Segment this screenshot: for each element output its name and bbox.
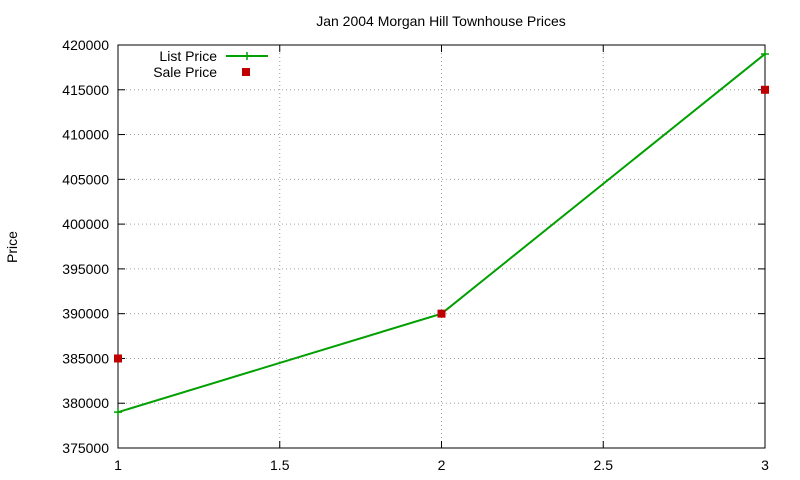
chart-title: Jan 2004 Morgan Hill Townhouse Prices [316, 13, 566, 29]
x-tick-label: 2.5 [594, 457, 614, 473]
y-tick-label: 375000 [62, 440, 109, 456]
data-point-square [761, 85, 769, 94]
y-tick-label: 415000 [62, 82, 109, 98]
y-tick-label: 405000 [62, 171, 109, 187]
plot-frame [117, 44, 766, 449]
y-tick-label: 380000 [62, 395, 109, 411]
data-series [114, 49, 769, 417]
y-tick-label: 395000 [62, 261, 109, 277]
legend-label: Sale Price [153, 64, 217, 80]
y-axis-label: Price [4, 231, 20, 263]
series-sale-price [114, 85, 769, 363]
y-tick-label: 410000 [62, 127, 109, 143]
data-point-square [114, 354, 122, 363]
data-point-plus [114, 408, 122, 417]
tick-labels: 375000 380000 385000 390000 395000 400000 4050… [62, 37, 769, 473]
y-tick-label: 420000 [62, 37, 109, 53]
data-point-plus [761, 49, 769, 58]
y-tick-label: 390000 [62, 306, 109, 322]
legend-label: List Price [159, 48, 217, 64]
x-tick-label: 1 [114, 457, 122, 473]
grid-lines [118, 45, 765, 448]
legend-plus-marker [243, 52, 251, 60]
data-point-square [437, 309, 446, 318]
y-tick-label: 400000 [62, 216, 109, 232]
x-tick-label: 3 [761, 457, 769, 473]
legend-square-marker [242, 68, 250, 76]
y-tick-label: 385000 [62, 350, 109, 366]
x-tick-label: 1.5 [270, 457, 290, 473]
x-tick-label: 2 [438, 457, 446, 473]
